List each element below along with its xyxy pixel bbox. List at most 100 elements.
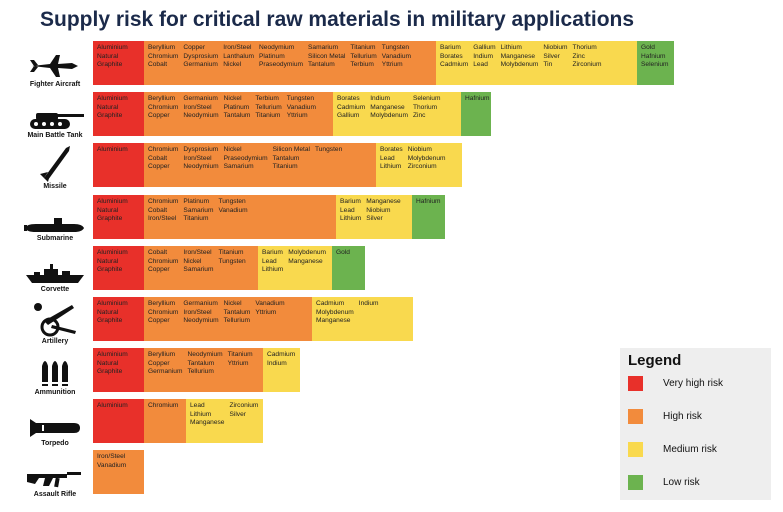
material-column: Borates Lead Lithium (380, 146, 403, 187)
material-label: Silver (229, 410, 246, 418)
material-label: Thorium (572, 44, 597, 51)
material-label: Indium (358, 300, 379, 307)
missile-icon (40, 146, 70, 182)
material-column: Gallium Indium Lead (473, 44, 495, 85)
material-label: Platinum (259, 52, 285, 60)
corvette-icon (26, 264, 84, 283)
material-label: Lead (473, 61, 488, 69)
material-label: Tungsten (381, 44, 410, 51)
risk-segment-high: Beryllium Copper Germanium Neodymium Tantalu… (144, 348, 263, 392)
risk-segment-low: Gold (332, 246, 365, 290)
material-label: Yttrium (227, 359, 249, 367)
material-column: Gold (336, 249, 350, 290)
platform-artillery: Artillery (10, 297, 100, 345)
legend-item-very-high: Very high risk (628, 376, 723, 391)
risk-segment-high: Chromium (144, 399, 186, 443)
material-label: Titanium (227, 351, 253, 358)
material-label: Hafnium (465, 95, 490, 102)
material-label: Molybdenum (316, 308, 354, 316)
material-label: Chromium (148, 103, 179, 111)
material-label: Barium (440, 44, 461, 51)
material-column: Chromium Cobalt Iron/Steel (148, 198, 178, 239)
material-column: Terbium Tellurium Titanium (255, 95, 281, 136)
material-label: Lanthalum (223, 52, 255, 60)
material-label: Lithium (190, 410, 212, 418)
material-column: Platinum Samarium Titanium (183, 198, 213, 239)
material-label: Niobium (407, 146, 432, 153)
material-label: Tellurium (223, 317, 250, 325)
material-label: Dysprosium (183, 146, 219, 153)
material-label: Cadmium (316, 300, 345, 307)
risk-row-main-battle-tank: Aluminium Natural Graphite Beryllium Chromiu… (93, 92, 491, 136)
material-column: Aluminium Natural Graphite (97, 351, 128, 392)
material-column: Hafnium (416, 198, 441, 239)
risk-segment-medium: Cadmium Molybdenum Manganese Indium (312, 297, 413, 341)
risk-row-corvette: Aluminium Natural Graphite Cobalt Chromium Co… (93, 246, 365, 290)
material-label: Aluminium (97, 146, 128, 153)
material-column: Neodymium Tantalum Tellurium (187, 351, 222, 392)
material-label: Tungsten (286, 95, 315, 102)
material-label: Gallium (337, 112, 360, 120)
material-column: Beryllium Copper Germanium (148, 351, 182, 392)
material-label: Silver (543, 52, 560, 60)
platform-submarine: Submarine (10, 216, 100, 242)
risk-segment-medium: Lead Lithium Manganese Zirconium Silver (186, 399, 263, 443)
material-column: Indium Manganese Molybdenum (370, 95, 408, 136)
material-column: Tungsten Vanadium (218, 198, 247, 239)
material-label: Neodymium (183, 163, 219, 171)
risk-segment-medium: Borates Lead Lithium Niobium Molybdenum Zirco… (376, 143, 462, 187)
material-column: Iron/Steel Lanthalum Nickel (223, 44, 254, 85)
material-label: Yttrium (255, 308, 277, 316)
material-label: Lead (262, 257, 277, 265)
material-column: Niobium Silver Tin (543, 44, 567, 85)
platform-ammunition: Ammunition (10, 356, 100, 396)
material-label: Chromium (148, 52, 179, 60)
material-label: Neodymium (259, 44, 295, 51)
material-label: Beryllium (148, 300, 176, 307)
risk-segment-very-high: Aluminium (93, 143, 144, 187)
material-column: Hafnium (465, 95, 490, 136)
material-label: Beryllium (148, 95, 176, 102)
material-label: Tin (543, 61, 553, 69)
material-column: Germanium Iron/Steel Neodymium (183, 95, 218, 136)
material-column: Beryllium Chromium Cobalt (148, 44, 178, 85)
material-column: Aluminium Natural Graphite (97, 44, 128, 85)
material-label: Hafnium (416, 198, 441, 205)
material-label: Natural (97, 308, 119, 316)
material-label: Selenium (641, 61, 669, 69)
risk-segment-very-high: Aluminium Natural Graphite (93, 195, 144, 239)
risk-segment-high: Beryllium Chromium Copper Germanium Iron/Ste… (144, 92, 333, 136)
material-label: Iron/Steel (223, 44, 252, 51)
material-label: Beryllium (148, 351, 176, 358)
material-column: Manganese Niobium Silver (366, 198, 400, 239)
legend-swatch-medium (628, 442, 643, 457)
material-label: Natural (97, 206, 119, 214)
material-label: Lead (380, 154, 395, 162)
material-label: Nickel (223, 61, 242, 69)
material-label: Graphite (97, 215, 123, 223)
platform-name: Fighter Aircraft (29, 81, 81, 88)
platform-name: Main Battle Tank (27, 132, 83, 139)
material-label: Copper (148, 163, 170, 171)
platform-missile: Missile (10, 144, 100, 190)
material-label: Graphite (97, 368, 123, 376)
risk-row-missile: Aluminium Chromium Cobalt Copper Dysprosium I… (93, 143, 462, 187)
legend-swatch-very-high (628, 376, 643, 391)
material-label: Indium (267, 359, 287, 367)
material-label: Selenium (412, 95, 441, 102)
risk-segment-high: Cobalt Chromium Copper Iron/Steel Nickel Sama… (144, 246, 258, 290)
material-column: Gold Hafnium Selenium (641, 44, 669, 85)
platform-name: Ammunition (34, 389, 76, 396)
material-column: Germanium Iron/Steel Neodymium (183, 300, 218, 341)
material-label: Cadmium (267, 351, 296, 358)
risk-row-ammunition: Aluminium Natural Graphite Beryllium Copper G… (93, 348, 300, 392)
material-label: Manganese (316, 317, 351, 325)
material-label: Gold (641, 44, 655, 51)
material-label: Molybdenum (288, 249, 327, 256)
material-label: Nickel (183, 257, 202, 265)
risk-segment-medium: Barium Borates Cadmium Gallium Indium Lead Lit… (436, 41, 637, 85)
material-label: Copper (148, 359, 170, 367)
risk-segment-high: Beryllium Chromium Copper Germanium Iron/Ste… (144, 297, 312, 341)
material-label: Barium (262, 249, 283, 256)
material-label: Tantalum (272, 154, 300, 162)
